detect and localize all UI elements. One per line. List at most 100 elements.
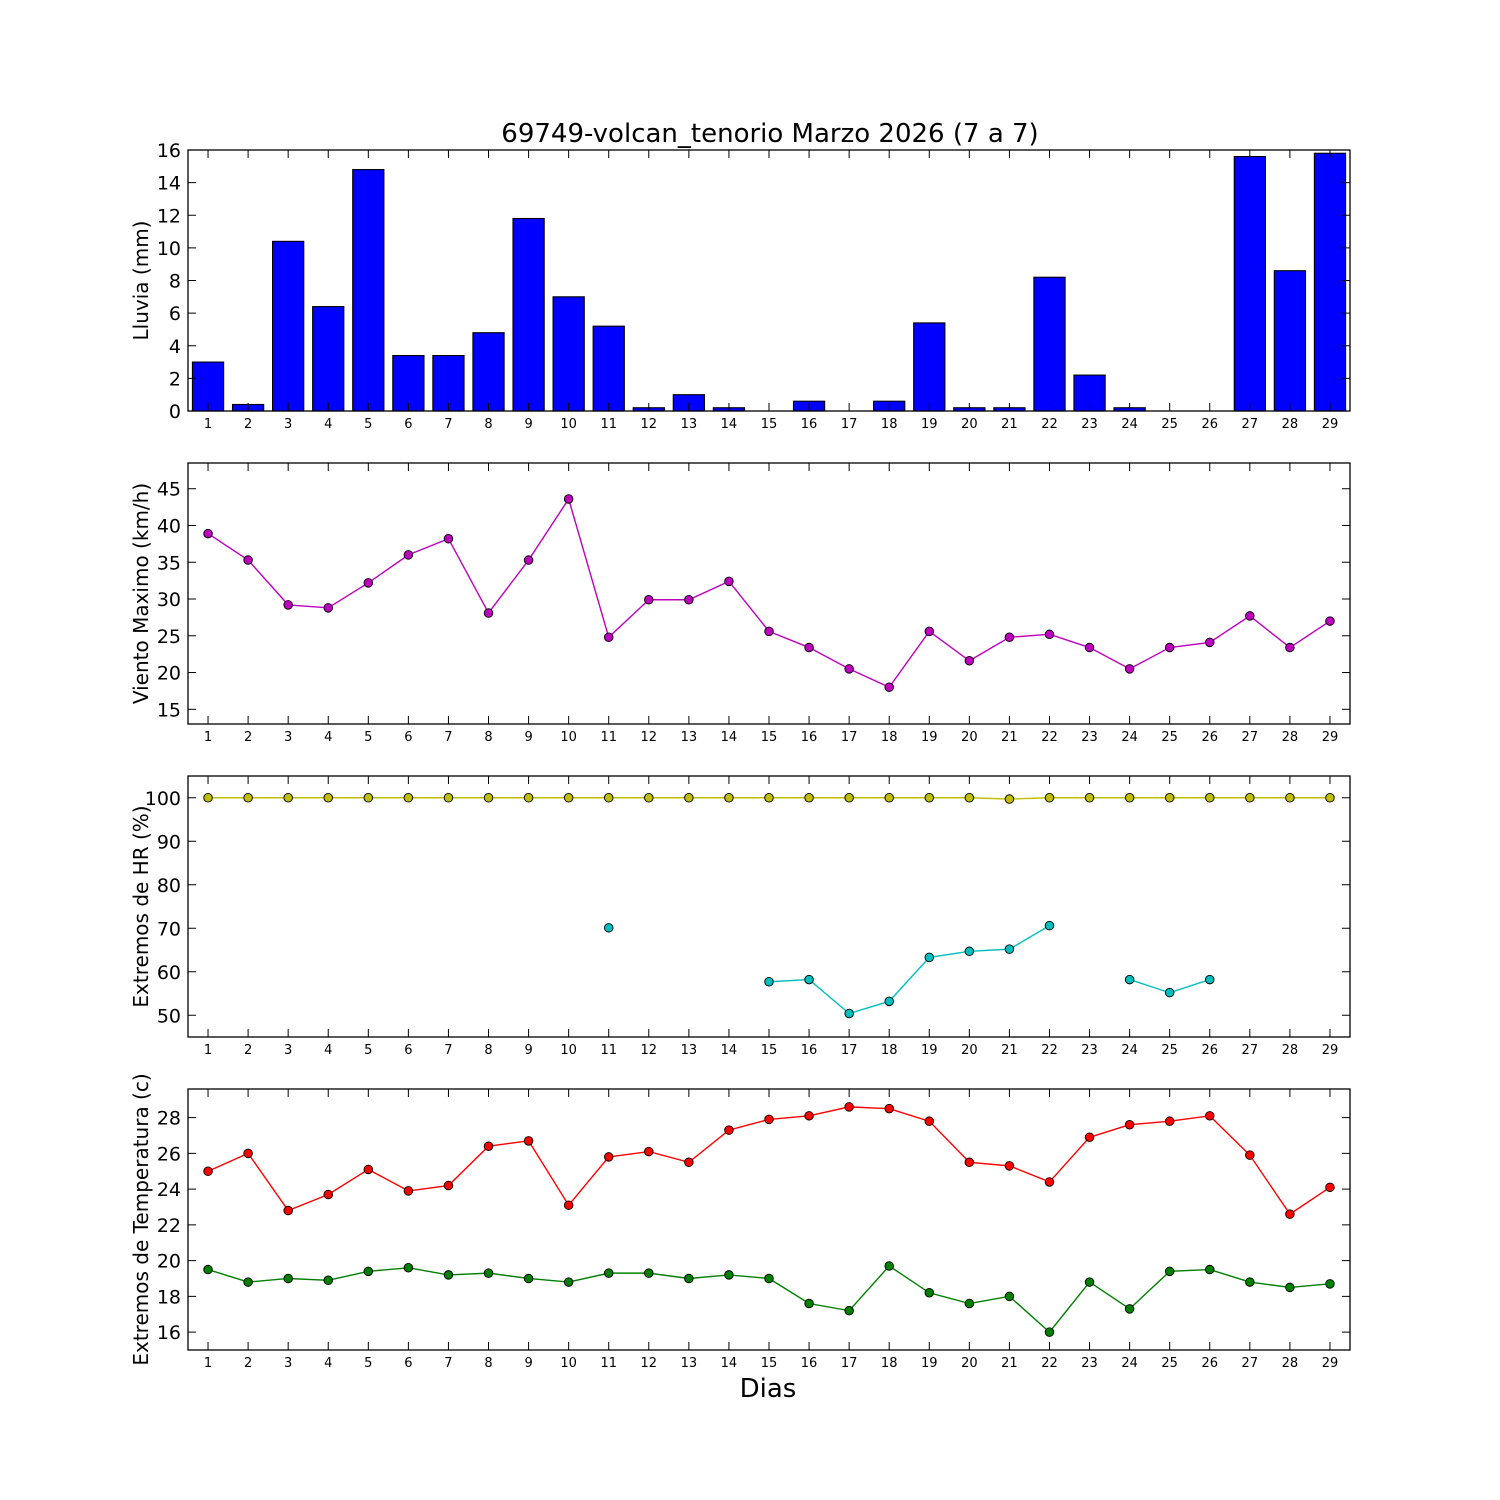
temp-min-point-day-29: [1325, 1279, 1335, 1289]
wind-max-point-day-25: [1164, 642, 1175, 653]
rain-bar-day-9: [512, 217, 545, 412]
hr-max-point-day-1: [203, 793, 213, 803]
temp-min-point-day-18: [884, 1261, 894, 1271]
hr-min-point-day-18: [884, 996, 894, 1007]
wind-max-point-day-28: [1285, 642, 1295, 653]
x-tick-label: 28: [1282, 730, 1299, 745]
wind-max-point-day-18: [884, 682, 894, 692]
hr-max-point-day-14: [724, 793, 734, 803]
x-tick-label: 14: [721, 417, 738, 432]
x-tick-label: 29: [1322, 1356, 1339, 1371]
x-tick-label: 5: [364, 730, 372, 745]
x-tick-label: 9: [524, 417, 532, 432]
y-tick-label: 10: [157, 238, 181, 260]
y-tick-label: 35: [157, 552, 181, 574]
y-tick-label: 25: [157, 626, 181, 648]
x-tick-label: 5: [364, 417, 372, 432]
x-tick-label: 28: [1282, 1043, 1299, 1058]
x-tick-label: 20: [961, 730, 978, 745]
x-tick-label: 4: [324, 1356, 332, 1371]
wind-max-point-day-21: [1004, 632, 1015, 643]
hr-min-point-day-17: [844, 1008, 854, 1019]
x-tick-label: 9: [524, 1043, 532, 1058]
temp-min-point-day-21: [1004, 1291, 1015, 1302]
x-tick-label: 28: [1282, 417, 1299, 432]
temp-min-point-day-27: [1245, 1277, 1255, 1287]
x-tick-label: 2: [244, 417, 252, 432]
temp-max-point-day-28: [1285, 1209, 1295, 1219]
x-tick-label: 25: [1161, 730, 1178, 745]
temp-max-point-day-8: [483, 1141, 494, 1151]
x-tick-label: 18: [881, 1356, 898, 1371]
wind-max-point-day-23: [1084, 642, 1095, 653]
x-tick-label: 2: [244, 730, 252, 745]
temp-max-point-day-22: [1044, 1177, 1055, 1187]
temp-max-point-day-6: [403, 1186, 414, 1196]
wind-max-point-day-5: [363, 578, 374, 588]
x-tick-label: 18: [881, 417, 898, 432]
x-tick-label: 21: [1001, 730, 1018, 745]
wind-max-point-day-17: [844, 664, 854, 674]
hr-max-point-day-8: [483, 793, 494, 803]
temp-min-point-day-19: [924, 1288, 935, 1298]
temp-max-point-day-17: [844, 1102, 854, 1112]
figure-title: 69749-volcan_tenorio Marzo 2026 (7 a 7): [501, 119, 1038, 149]
hr-max-point-day-10: [563, 793, 574, 803]
x-tick-label: 27: [1242, 1356, 1259, 1371]
x-tick-label: 1: [204, 1356, 212, 1371]
x-tick-label: 10: [560, 730, 577, 745]
x-tick-label: 24: [1121, 417, 1138, 432]
x-tick-label: 8: [484, 1356, 492, 1371]
y-tick-label: 100: [145, 788, 181, 810]
x-tick-label: 21: [1001, 417, 1018, 432]
wind-max-point-day-15: [764, 626, 774, 637]
x-tick-label: 19: [921, 730, 938, 745]
y-tick-label: 70: [157, 918, 181, 940]
x-tick-label: 23: [1081, 417, 1098, 432]
temp-max-point-day-18: [884, 1103, 894, 1114]
x-tick-label: 1: [204, 417, 212, 432]
hr-min-point-day-21: [1004, 944, 1015, 954]
x-tick-label: 6: [404, 730, 412, 745]
hr-max-point-day-27: [1245, 793, 1255, 803]
wind-max-point-day-12: [644, 595, 654, 605]
rain-bar-day-8: [472, 332, 505, 412]
temp-max-point-day-5: [363, 1164, 374, 1175]
y-tick-label: 8: [169, 271, 181, 293]
x-tick-label: 6: [404, 1043, 412, 1058]
x-tick-label: 8: [484, 730, 492, 745]
x-tick-label: 15: [761, 730, 778, 745]
x-tick-label: 24: [1121, 1043, 1138, 1058]
rain-bar-day-1: [191, 361, 225, 412]
x-tick-label: 21: [1001, 1043, 1018, 1058]
y-tick-label: 45: [157, 479, 181, 501]
wind-max-point-day-2: [243, 555, 253, 565]
temp-max-point-day-25: [1164, 1116, 1175, 1126]
y-tick-label: 28: [157, 1108, 181, 1130]
hr-max-point-day-11: [603, 793, 614, 803]
x-tick-label: 12: [641, 1356, 658, 1371]
temp-max-point-day-7: [443, 1180, 454, 1191]
temp-min-point-day-15: [764, 1273, 774, 1284]
x-tick-label: 7: [444, 1356, 452, 1371]
rain-bar-day-29: [1313, 152, 1347, 412]
rain-bar-day-7: [432, 354, 465, 412]
rain-bar-day-5: [352, 169, 385, 412]
x-tick-label: 29: [1322, 417, 1339, 432]
temp-max-point-day-3: [283, 1205, 293, 1216]
y-tick-label: 60: [157, 962, 181, 984]
temp-max-point-day-4: [323, 1189, 333, 1200]
wind-max-point-day-20: [964, 656, 975, 666]
plot-frame: [187, 1088, 1351, 1351]
x-tick-label: 27: [1242, 730, 1259, 745]
hr-max-point-day-9: [523, 793, 534, 803]
hr-max-point-day-12: [644, 793, 654, 803]
hr-max-point-day-6: [403, 793, 414, 803]
temp-min-point-day-22: [1044, 1327, 1055, 1337]
temp-min-point-day-8: [483, 1268, 494, 1278]
y-tick-label: 26: [157, 1143, 181, 1165]
x-tick-label: 22: [1041, 1356, 1058, 1371]
wind-max-point-day-10: [563, 494, 574, 504]
